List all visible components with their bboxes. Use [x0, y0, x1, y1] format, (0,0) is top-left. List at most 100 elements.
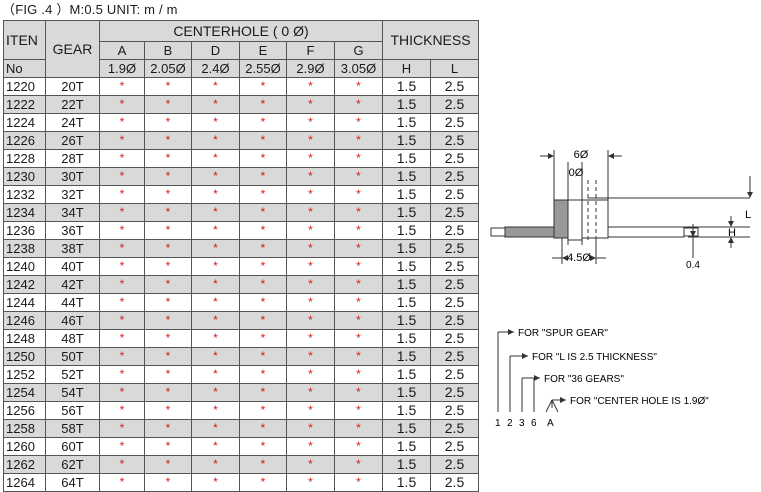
table-row: 1228 28T * * * * * * 1.5 2.5 — [3, 149, 479, 168]
hole-mark-cell: * — [334, 347, 383, 366]
hole-mark-cell: * — [191, 95, 240, 114]
header-hole-letter: F — [286, 41, 335, 60]
thickness-l-cell: 2.5 — [430, 293, 479, 312]
thickness-l-cell: 2.5 — [430, 239, 479, 258]
item-number-cell: 1250 — [3, 347, 46, 366]
hole-mark-cell: * — [144, 275, 192, 294]
dim-0-label: 0Ø — [569, 167, 584, 179]
table-row: 1222 22T * * * * * * 1.5 2.5 — [3, 95, 479, 114]
hole-mark-cell: * — [191, 365, 240, 384]
hole-mark-cell: * — [144, 311, 192, 330]
thickness-h-cell: 1.5 — [382, 167, 431, 186]
hole-mark-cell: * — [191, 275, 240, 294]
hole-mark-cell: * — [334, 401, 383, 420]
hole-mark-cell: * — [286, 257, 335, 276]
thickness-l-cell: 2.5 — [430, 311, 479, 330]
hole-mark-cell: * — [286, 437, 335, 456]
header-item: ITEN — [3, 20, 46, 60]
hole-mark-cell: * — [191, 203, 240, 222]
hole-mark-cell: * — [191, 239, 240, 258]
gear-cell: 54T — [45, 383, 100, 402]
legend-text-spur: FOR "SPUR GEAR" — [518, 328, 608, 339]
dim-6-arrowhead — [608, 153, 614, 159]
gear-cell: 40T — [45, 257, 100, 276]
hole-mark-cell: * — [191, 455, 240, 474]
thickness-h-cell: 1.5 — [382, 473, 431, 492]
hole-mark-cell: * — [239, 257, 287, 276]
hole-mark-cell: * — [334, 329, 383, 348]
hole-mark-cell: * — [239, 221, 287, 240]
item-number-cell: 1224 — [3, 113, 46, 132]
hole-mark-cell: * — [239, 185, 287, 204]
thickness-l-cell: 2.5 — [430, 131, 479, 150]
thickness-h-cell: 1.5 — [382, 329, 431, 348]
thickness-h-cell: 1.5 — [382, 455, 431, 474]
legend-code: 1 — [495, 418, 501, 429]
table-row: 1260 60T * * * * * * 1.5 2.5 — [3, 437, 479, 456]
hole-mark-cell: * — [144, 257, 192, 276]
gear-cell: 34T — [45, 203, 100, 222]
hole-mark-cell: * — [144, 185, 192, 204]
hole-mark-cell: * — [144, 401, 192, 420]
thickness-l-cell: 2.5 — [430, 77, 479, 96]
item-number-cell: 1252 — [3, 365, 46, 384]
hole-mark-cell: * — [191, 149, 240, 168]
item-number-cell: 1226 — [3, 131, 46, 150]
thickness-l-cell: 2.5 — [430, 455, 479, 474]
item-number-cell: 1234 — [3, 203, 46, 222]
hole-mark-cell: * — [191, 383, 240, 402]
gear-cell: 30T — [45, 167, 100, 186]
hole-mark-cell: * — [334, 473, 383, 492]
table-row: 1252 52T * * * * * * 1.5 2.5 — [3, 365, 479, 384]
thickness-h-cell: 1.5 — [382, 203, 431, 222]
legend-line-4 — [551, 399, 559, 413]
gear-cell: 48T — [45, 329, 100, 348]
gear-cell: 38T — [45, 239, 100, 258]
dim-6-arrowhead — [548, 153, 554, 159]
hole-mark-cell: * — [144, 77, 192, 96]
thickness-l-cell: 2.5 — [430, 275, 479, 294]
hole-mark-cell: * — [286, 365, 335, 384]
hole-mark-cell: * — [191, 311, 240, 330]
item-number-cell: 1256 — [3, 401, 46, 420]
diagram-edge-right — [683, 227, 699, 237]
gear-cell: 52T — [45, 365, 100, 384]
legend-line-4 — [545, 399, 553, 413]
hole-mark-cell: * — [144, 221, 192, 240]
hole-mark-cell: * — [191, 329, 240, 348]
header-hole-size: 1.9Ø — [99, 59, 145, 78]
hole-mark-cell: * — [144, 131, 192, 150]
thickness-l-cell: 2.5 — [430, 167, 479, 186]
hole-mark-cell: * — [239, 383, 287, 402]
hole-mark-cell: * — [191, 221, 240, 240]
header-hole-size: 3.05Ø — [334, 59, 383, 78]
hole-mark-cell: * — [99, 149, 145, 168]
hole-mark-cell: * — [144, 437, 192, 456]
hole-mark-cell: * — [99, 203, 145, 222]
hole-mark-cell: * — [144, 329, 192, 348]
hole-mark-cell: * — [286, 383, 335, 402]
table-row: 1244 44T * * * * * * 1.5 2.5 — [3, 293, 479, 312]
hole-mark-cell: * — [99, 347, 145, 366]
hole-mark-cell: * — [286, 329, 335, 348]
thickness-l-cell: 2.5 — [430, 347, 479, 366]
gear-cell: 42T — [45, 275, 100, 294]
thickness-l-cell: 2.5 — [430, 365, 479, 384]
thickness-h-cell: 1.5 — [382, 185, 431, 204]
item-number-cell: 1242 — [3, 275, 46, 294]
dim-04-arrowhead — [690, 231, 696, 237]
hole-mark-cell: * — [334, 113, 383, 132]
thickness-l-cell: 2.5 — [430, 437, 479, 456]
hole-mark-cell: * — [286, 221, 335, 240]
hole-mark-cell: * — [334, 311, 383, 330]
thickness-l-cell: 2.5 — [430, 401, 479, 420]
hole-mark-cell: * — [286, 167, 335, 186]
gear-cell: 56T — [45, 401, 100, 420]
dim-45-arrowhead — [562, 255, 568, 261]
thickness-h-cell: 1.5 — [382, 131, 431, 150]
gear-cell: 62T — [45, 455, 100, 474]
hole-mark-cell: * — [334, 383, 383, 402]
dim-45-label: 4.5Ø — [567, 252, 591, 264]
hole-mark-cell: * — [99, 455, 145, 474]
hole-mark-cell: * — [99, 419, 145, 438]
